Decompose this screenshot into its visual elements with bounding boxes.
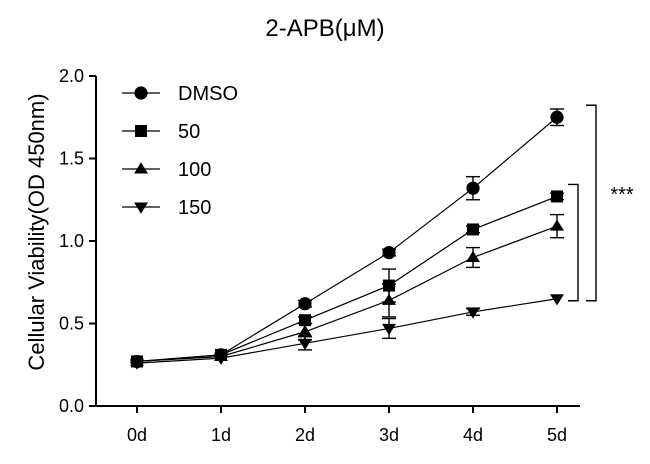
y-tick-label: 1.0 [59, 231, 84, 251]
chart-title: 2-APB(μM) [265, 15, 384, 42]
x-tick-label: 2d [295, 425, 315, 445]
series-100 [130, 213, 564, 366]
legend: DMSO 50 100 150 [122, 83, 238, 219]
legend-marker [134, 202, 148, 214]
data-point [466, 250, 480, 263]
series-line [136, 225, 558, 363]
legend-marker [135, 125, 147, 137]
legend-label: 150 [178, 197, 211, 219]
data-point [130, 358, 144, 370]
data-point [550, 110, 564, 124]
legend-marker [134, 162, 148, 174]
series-layer [130, 108, 564, 370]
axes: 0.0 0.5 1.0 1.5 2.0 0d 1d 2d 3d 4d 5d [59, 66, 580, 445]
series-line [136, 116, 558, 363]
data-point [550, 219, 564, 231]
legend-label: DMSO [178, 83, 238, 105]
data-point [467, 223, 479, 236]
legend-entry: DMSO [122, 83, 238, 105]
significance-bracket: *** [586, 104, 634, 302]
bracket-line [568, 183, 579, 302]
legend-entry: 150 [122, 197, 211, 219]
series-dmso [130, 108, 564, 369]
data-point [382, 323, 396, 336]
data-point [550, 294, 564, 306]
data-point [466, 181, 480, 195]
data-point [551, 190, 563, 203]
series-line [136, 298, 558, 364]
data-point [382, 245, 396, 260]
legend-label: 100 [178, 159, 211, 181]
y-axis-label: Cellular Viability(OD 450nm) [24, 93, 49, 370]
significance-label: *** [610, 184, 634, 206]
y-tick-label: 1.5 [59, 149, 84, 169]
y-tick-label: 0.5 [59, 314, 84, 334]
x-tick-label: 5d [547, 425, 567, 445]
data-point [382, 293, 396, 305]
data-point [298, 325, 312, 337]
data-point [298, 338, 312, 350]
x-tick-label: 4d [463, 425, 483, 445]
significance-bracket [568, 183, 579, 302]
x-tick-label: 3d [379, 425, 399, 445]
series-150 [130, 294, 564, 370]
legend-marker [134, 86, 148, 100]
series-line [136, 195, 558, 363]
y-tick-label: 0.0 [59, 396, 84, 416]
y-tick-label: 2.0 [59, 66, 84, 86]
data-point [298, 297, 312, 311]
x-tick-label: 1d [211, 425, 231, 445]
legend-entry: 50 [122, 121, 200, 143]
significance-brackets: *** [568, 104, 634, 302]
legend-entry: 100 [122, 159, 211, 181]
data-point [466, 307, 480, 319]
legend-label: 50 [178, 121, 200, 143]
bracket-line [586, 104, 597, 302]
x-tick-label: 0d [127, 425, 147, 445]
data-point [214, 353, 228, 365]
